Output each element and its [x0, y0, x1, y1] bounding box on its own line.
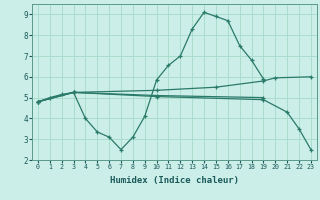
X-axis label: Humidex (Indice chaleur): Humidex (Indice chaleur) [110, 176, 239, 185]
